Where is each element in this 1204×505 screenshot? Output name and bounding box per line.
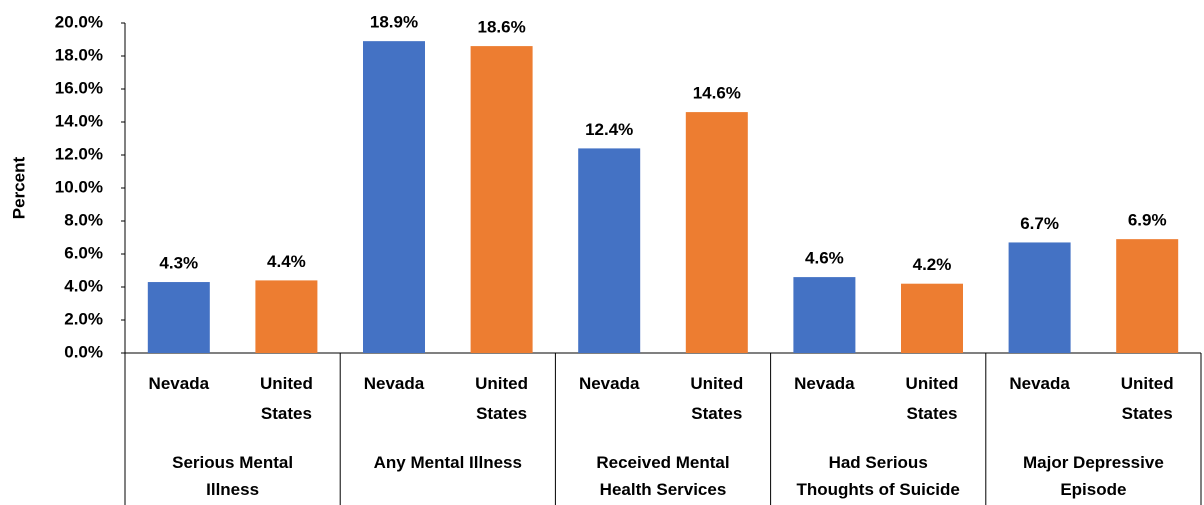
value-label: 12.4%: [585, 120, 633, 139]
bar: [901, 283, 963, 353]
bar: [793, 277, 856, 353]
series-label: Nevada: [578, 374, 640, 393]
series-label: United States: [690, 374, 744, 423]
bar: [685, 112, 748, 353]
y-tick-label: 14.0%: [55, 111, 103, 130]
bar: [1116, 239, 1179, 353]
y-tick-label: 4.0%: [64, 276, 103, 295]
y-tick-label: 2.0%: [64, 309, 103, 328]
bar: [578, 148, 641, 353]
series-label: Nevada: [1009, 374, 1070, 393]
category-label: Had Serious Thoughts of Suicide: [796, 453, 960, 499]
series-label: Nevada: [148, 374, 210, 393]
y-tick-label: 10.0%: [55, 177, 103, 196]
bar: [363, 41, 425, 354]
y-axis-label: Percent: [9, 156, 28, 219]
value-label: 18.9%: [370, 13, 418, 32]
y-tick-label: 12.0%: [55, 144, 103, 163]
series-label: Nevada: [363, 374, 425, 393]
series-label: United States: [905, 374, 959, 423]
value-label: 6.9%: [1128, 211, 1167, 230]
y-tick-label: 18.0%: [55, 45, 103, 64]
bar: [1008, 242, 1071, 353]
category-label: Received Mental Health Services: [596, 453, 730, 499]
value-label: 14.6%: [693, 84, 741, 103]
category-label: Any Mental Illness: [373, 453, 522, 472]
series-label: United States: [1120, 374, 1174, 423]
value-label: 4.3%: [159, 254, 198, 273]
y-tick-label: 6.0%: [64, 243, 103, 262]
y-tick-label: 0.0%: [64, 342, 103, 361]
y-tick-label: 20.0%: [55, 12, 103, 31]
bar: [255, 280, 318, 353]
value-label: 4.2%: [913, 255, 952, 274]
value-label: 4.6%: [805, 249, 844, 268]
series-label: Nevada: [794, 374, 855, 393]
bar: [470, 46, 533, 353]
series-label: United States: [259, 374, 313, 423]
value-label: 18.6%: [477, 18, 525, 37]
category-label: Serious Mental Illness: [172, 453, 294, 499]
value-label: 4.4%: [267, 252, 306, 271]
bar: [147, 282, 210, 353]
value-label: 6.7%: [1020, 214, 1059, 233]
y-tick-label: 16.0%: [55, 78, 103, 97]
series-label: United States: [475, 374, 529, 423]
y-tick-label: 8.0%: [64, 210, 103, 229]
category-label: Major Depressive Episode: [1022, 453, 1164, 499]
